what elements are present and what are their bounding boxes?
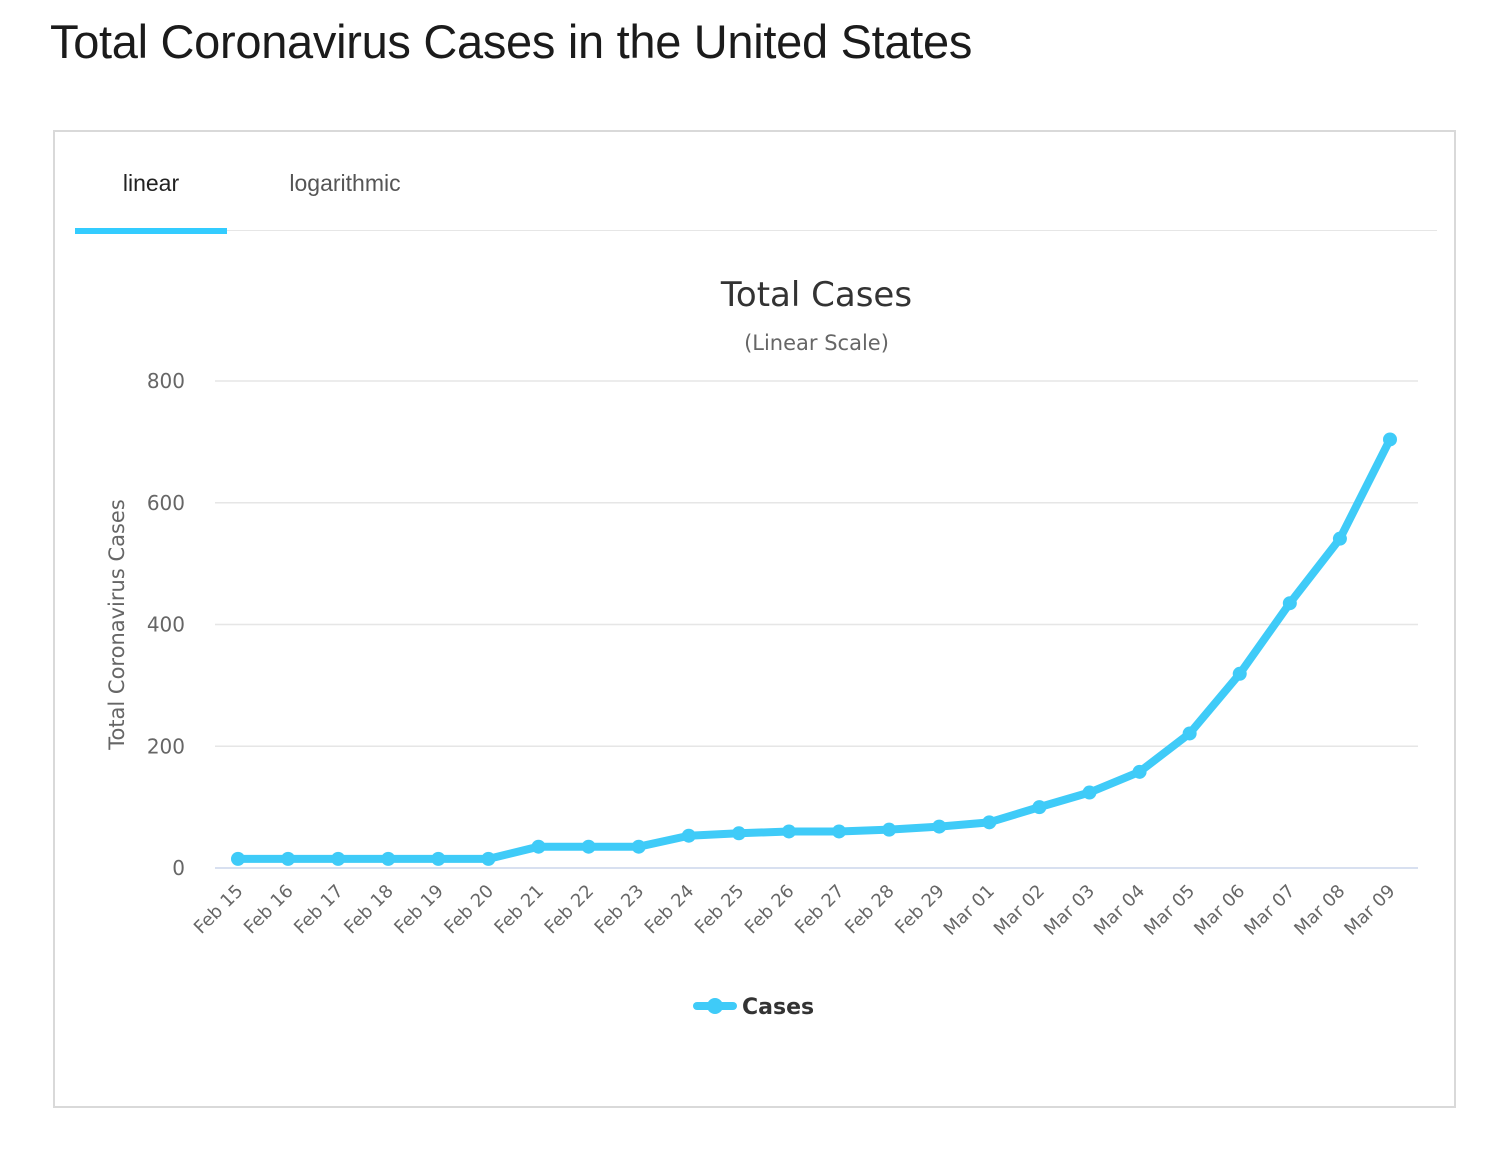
x-tick-label: Feb 26 [741, 881, 799, 939]
data-point[interactable] [1182, 726, 1197, 741]
x-tick-label: Mar 05 [1140, 881, 1199, 940]
data-point[interactable] [281, 851, 296, 866]
chart-subtitle: (Linear Scale) [744, 331, 889, 355]
tab-logarithmic[interactable]: logarithmic [289, 170, 401, 196]
x-tick-label: Mar 06 [1190, 881, 1249, 940]
x-tick-label: Feb 25 [691, 881, 749, 939]
series-line-cases [234, 435, 1394, 863]
data-point[interactable] [1082, 785, 1097, 800]
data-point[interactable] [1282, 596, 1297, 611]
data-point[interactable] [882, 822, 897, 837]
line-chart: Total Cases (Linear Scale) 0 200 400 600 800 To… [105, 275, 1418, 1020]
data-point[interactable] [1132, 764, 1147, 779]
data-point[interactable] [481, 851, 496, 866]
x-tick-label: Feb 18 [340, 881, 398, 939]
chart-area: Total Cases (Linear Scale) 0 200 400 600 800 To… [55, 132, 1455, 1112]
data-point[interactable] [231, 851, 245, 866]
data-point[interactable] [1383, 432, 1397, 447]
y-tick-label: 800 [147, 369, 185, 393]
data-point[interactable] [381, 851, 396, 866]
x-tick-label: Feb 19 [390, 881, 448, 939]
data-point[interactable] [631, 839, 646, 854]
data-point[interactable] [832, 824, 847, 839]
x-tick-label: Mar 04 [1090, 881, 1149, 940]
x-tick-label: Feb 29 [891, 881, 949, 939]
scale-tabs: linear logarithmic [75, 132, 1437, 234]
x-tick-label: Feb 17 [290, 881, 348, 939]
legend-marker [707, 998, 723, 1014]
x-tick-label: Feb 20 [440, 881, 498, 939]
x-tick-label: Feb 22 [541, 881, 599, 939]
legend-item-cases[interactable]: Cases [742, 995, 814, 1020]
data-point[interactable] [681, 828, 696, 843]
tab-linear[interactable]: linear [122, 170, 180, 196]
y-tick-label: 600 [147, 491, 185, 515]
x-tick-label: Mar 08 [1290, 881, 1349, 940]
data-point[interactable] [331, 851, 346, 866]
data-point[interactable] [731, 826, 746, 841]
chart-panel: linear logarithmic Total Cases (Linear Sc… [53, 130, 1456, 1108]
x-tick-label: Mar 02 [990, 881, 1049, 940]
y-axis-label: Total Coronavirus Cases [105, 499, 129, 751]
x-tick-label: Feb 24 [641, 881, 699, 939]
x-tick-label: Mar 07 [1240, 881, 1299, 940]
data-point[interactable] [431, 851, 446, 866]
data-point[interactable] [932, 819, 947, 834]
data-point[interactable] [1332, 531, 1347, 546]
active-tab-indicator [75, 228, 227, 234]
x-tick-label: Mar 03 [1040, 881, 1099, 940]
x-tick-label: Feb 27 [791, 881, 849, 939]
x-tick-label: Feb 21 [490, 881, 548, 939]
data-point[interactable] [781, 824, 796, 839]
data-point[interactable] [982, 815, 997, 830]
x-tick-label: Feb 23 [591, 881, 649, 939]
page-title: Total Coronavirus Cases in the United St… [50, 15, 973, 68]
data-point[interactable] [531, 839, 546, 854]
chart-title: Total Cases [720, 275, 912, 315]
x-tick-label: Feb 28 [841, 881, 899, 939]
data-point[interactable] [581, 839, 596, 854]
y-tick-label: 0 [172, 856, 185, 880]
x-tick-label: Feb 16 [240, 881, 298, 939]
data-point[interactable] [1032, 800, 1047, 815]
y-tick-label: 400 [147, 613, 185, 637]
x-tick-label: Mar 09 [1340, 881, 1399, 940]
x-tick-label: Mar 01 [940, 881, 999, 940]
x-tick-label: Feb 15 [190, 881, 248, 939]
data-point[interactable] [1232, 666, 1247, 681]
y-tick-label: 200 [147, 734, 185, 758]
